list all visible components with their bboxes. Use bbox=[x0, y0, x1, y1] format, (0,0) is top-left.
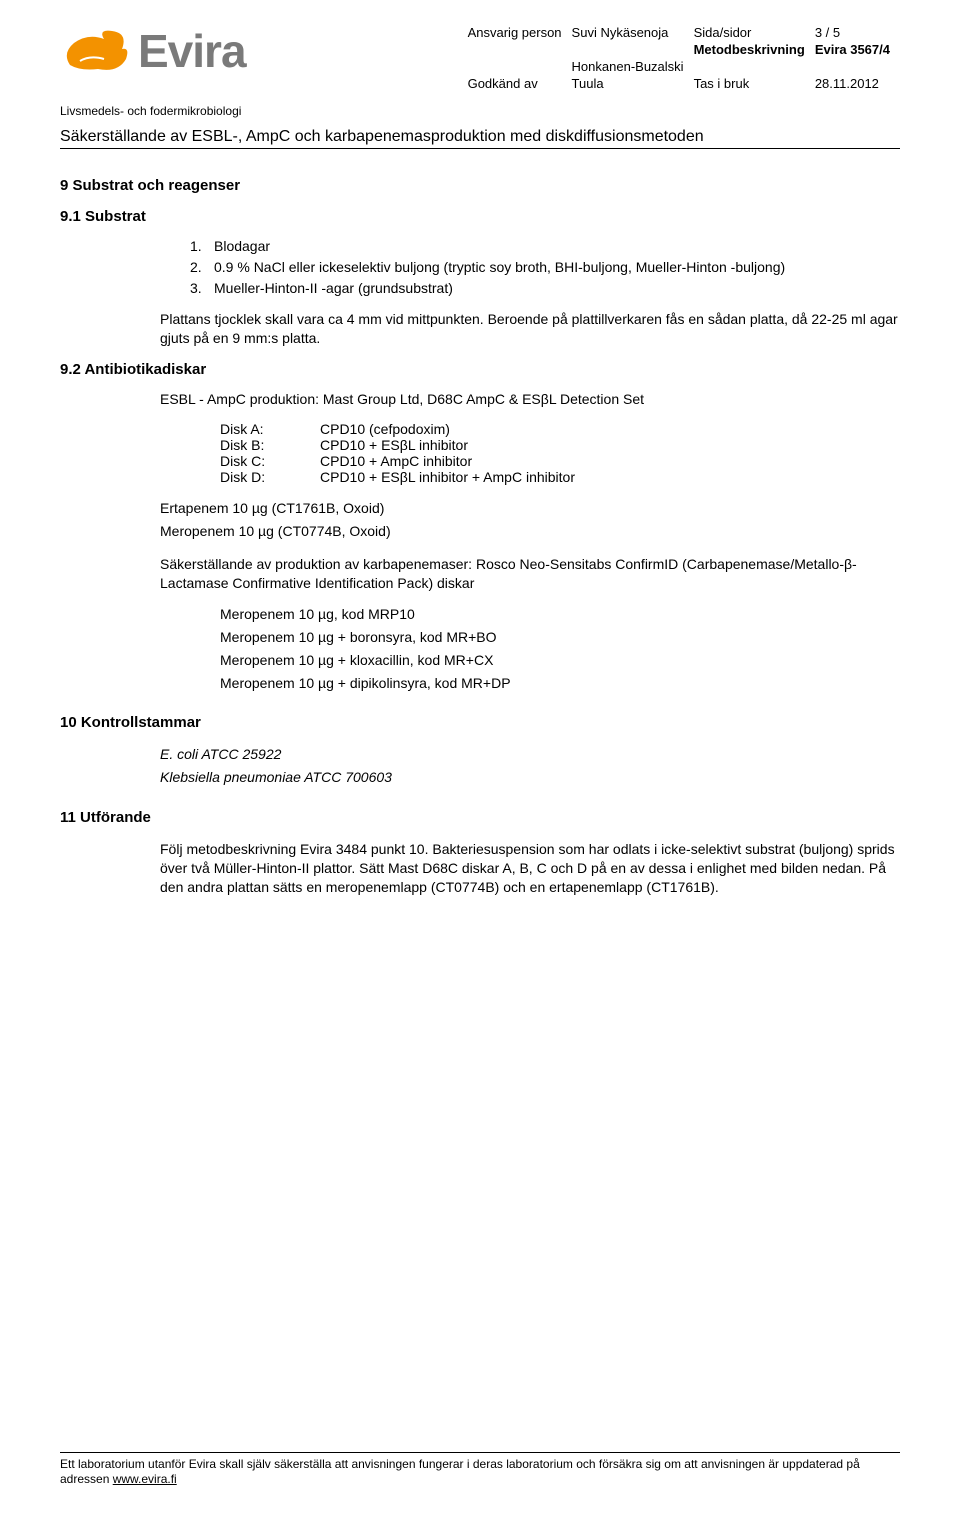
footer-text: Ett laboratorium utanför Evira skall sjä… bbox=[60, 1457, 860, 1487]
department-text: Livsmedels- och fodermikrobiologi bbox=[60, 104, 900, 118]
list-item: Meropenem 10 µg + boronsyra, kod MR+BO bbox=[220, 628, 900, 647]
label-inuse: Tas i bruk bbox=[694, 75, 815, 92]
value-inuse: 28.11.2012 bbox=[815, 75, 900, 92]
list-item: Meropenem 10 µg + kloxacillin, kod MR+CX bbox=[220, 651, 900, 670]
value-approved-2: Tuula bbox=[572, 75, 694, 92]
page-footer: Ett laboratorium utanför Evira skall sjä… bbox=[60, 1452, 900, 1488]
table-row: Disk A:CPD10 (cefpodoxim) bbox=[220, 421, 900, 437]
list-item: 3.Mueller-Hinton-II -agar (grundsubstrat… bbox=[190, 279, 900, 298]
list-item: 2.0.9 % NaCl eller ickeselektiv buljong … bbox=[190, 258, 900, 277]
disk-label: Disk D: bbox=[220, 469, 320, 485]
disk-label: Disk A: bbox=[220, 421, 320, 437]
esbl-intro: ESBL - AmpC produktion: Mast Group Ltd, … bbox=[160, 390, 900, 409]
list-text: Mueller-Hinton-II -agar (grundsubstrat) bbox=[214, 279, 453, 298]
table-row: Disk D:CPD10 + ESβL inhibitor + AmpC inh… bbox=[220, 469, 900, 485]
list-item: 1.Blodagar bbox=[190, 237, 900, 256]
meropenem-list: Meropenem 10 µg, kod MRP10 Meropenem 10 … bbox=[220, 605, 900, 693]
ertapenem-line: Ertapenem 10 µg (CT1761B, Oxoid) bbox=[160, 499, 900, 518]
list-text: 0.9 % NaCl eller ickeselektiv buljong (t… bbox=[214, 258, 785, 277]
value-page: 3 / 5 bbox=[815, 24, 900, 41]
disk-value: CPD10 + AmpC inhibitor bbox=[320, 453, 472, 469]
section-9-heading: 9 Substrat och reagenser bbox=[60, 177, 900, 194]
list-number: 2. bbox=[190, 258, 214, 277]
label-approved: Godkänd av bbox=[468, 75, 572, 92]
disk-value: CPD10 (cefpodoxim) bbox=[320, 421, 450, 437]
substrate-list: 1.Blodagar 2.0.9 % NaCl eller ickeselekt… bbox=[190, 237, 900, 298]
disk-value: CPD10 + ESβL inhibitor bbox=[320, 437, 468, 453]
section-9-2-heading: 9.2 Antibiotikadiskar bbox=[60, 361, 900, 378]
list-text: Blodagar bbox=[214, 237, 270, 256]
label-page: Sida/sidor bbox=[694, 24, 815, 41]
list-item: Meropenem 10 µg + dipikolinsyra, kod MR+… bbox=[220, 674, 900, 693]
section-9-1-note: Plattans tjocklek skall vara ca 4 mm vid… bbox=[160, 310, 900, 348]
disk-label: Disk C: bbox=[220, 453, 320, 469]
document-title: Säkerställande av ESBL-, AmpC och karbap… bbox=[60, 128, 900, 149]
label-method: Metodbeskrivning bbox=[694, 41, 815, 58]
header-metadata-table: Ansvarig person Suvi Nykäsenoja Sida/sid… bbox=[468, 24, 900, 92]
strain-line: E. coli ATCC 25922 bbox=[160, 745, 900, 764]
label-responsible: Ansvarig person bbox=[468, 24, 572, 41]
table-row: Disk B:CPD10 + ESβL inhibitor bbox=[220, 437, 900, 453]
value-responsible: Suvi Nykäsenoja bbox=[572, 24, 694, 41]
disk-table: Disk A:CPD10 (cefpodoxim) Disk B:CPD10 +… bbox=[220, 421, 900, 485]
disk-label: Disk B: bbox=[220, 437, 320, 453]
footer-link[interactable]: www.evira.fi bbox=[113, 1472, 177, 1486]
meropenem-line: Meropenem 10 µg (CT0774B, Oxoid) bbox=[160, 522, 900, 541]
evira-logo-icon bbox=[60, 25, 132, 77]
list-number: 1. bbox=[190, 237, 214, 256]
strain-line: Klebsiella pneumoniae ATCC 700603 bbox=[160, 768, 900, 787]
disk-value: CPD10 + ESβL inhibitor + AmpC inhibitor bbox=[320, 469, 575, 485]
logo: Evira bbox=[60, 24, 246, 78]
document-header: Evira Ansvarig person Suvi Nykäsenoja Si… bbox=[60, 24, 900, 92]
value-method: Evira 3567/4 bbox=[815, 41, 900, 58]
section-11-heading: 11 Utförande bbox=[60, 809, 900, 826]
table-row: Disk C:CPD10 + AmpC inhibitor bbox=[220, 453, 900, 469]
section-11-body: Följ metodbeskrivning Evira 3484 punkt 1… bbox=[160, 840, 900, 897]
section-9-1-heading: 9.1 Substrat bbox=[60, 208, 900, 225]
list-item: Meropenem 10 µg, kod MRP10 bbox=[220, 605, 900, 624]
logo-text: Evira bbox=[138, 24, 246, 78]
carbapenemase-intro: Säkerställande av produktion av karbapen… bbox=[160, 555, 900, 593]
value-approved-1: Honkanen-Buzalski bbox=[572, 58, 694, 75]
control-strains: E. coli ATCC 25922 Klebsiella pneumoniae… bbox=[160, 745, 900, 787]
list-number: 3. bbox=[190, 279, 214, 298]
section-10-heading: 10 Kontrollstammar bbox=[60, 714, 900, 731]
